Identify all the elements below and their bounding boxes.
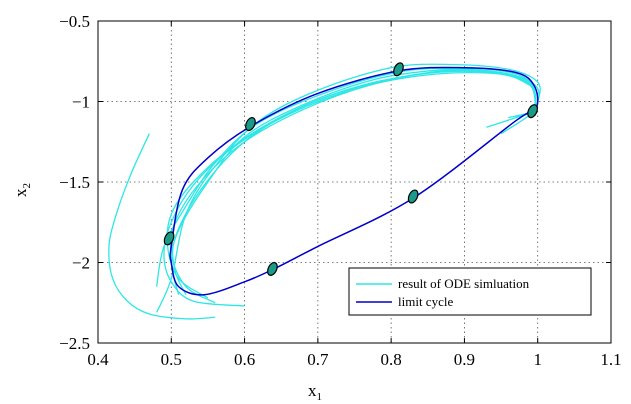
y-tick-label: −0.5 bbox=[59, 12, 90, 31]
ode-trajectories bbox=[108, 63, 541, 320]
x-tick-label: 0.8 bbox=[381, 350, 402, 369]
ode-trajectory-line bbox=[166, 70, 537, 299]
ode-trajectory-line bbox=[169, 69, 537, 304]
cycle-marker bbox=[245, 117, 256, 132]
cycle-marker bbox=[527, 104, 538, 119]
cycle-markers bbox=[163, 62, 538, 276]
x-axis-label: x1 bbox=[308, 381, 322, 403]
x-tick-label: 0.7 bbox=[307, 350, 329, 369]
cycle-marker bbox=[163, 231, 175, 246]
axis-ticks: 0.4 0.5 0.6 0.7 0.8 0.9 1 1.1 −2.5 −2 −1.5 −1 −0.5 bbox=[59, 12, 621, 369]
legend-label-limit: limit cycle bbox=[398, 294, 453, 309]
legend: result of ODE simluation limit cycle bbox=[348, 267, 592, 316]
svg-text:x2: x2 bbox=[11, 183, 33, 197]
cycle-marker bbox=[393, 62, 404, 77]
x-tick-label: 0.6 bbox=[234, 350, 255, 369]
x-tick-label: 1.1 bbox=[600, 350, 621, 369]
grid-lines bbox=[98, 21, 611, 343]
ode-trajectory-line bbox=[108, 133, 216, 320]
legend-label-ode: result of ODE simluation bbox=[398, 276, 530, 291]
x-tick-label: 1 bbox=[533, 350, 542, 369]
y-tick-label: −2.5 bbox=[59, 334, 90, 353]
x-tick-label: 0.5 bbox=[161, 350, 182, 369]
y-axis-label: x2 bbox=[11, 183, 33, 197]
y-tick-label: −2 bbox=[72, 254, 90, 273]
ode-trajectory-line bbox=[170, 68, 537, 295]
cycle-marker bbox=[407, 189, 419, 204]
cycle-marker bbox=[267, 261, 278, 276]
y-tick-label: −1.5 bbox=[59, 173, 90, 192]
ode-trajectory-line bbox=[163, 71, 531, 307]
y-tick-label: −1 bbox=[72, 93, 90, 112]
x-tick-label: 0.9 bbox=[454, 350, 475, 369]
svg-text:x1: x1 bbox=[308, 381, 322, 403]
legend-box bbox=[348, 267, 592, 316]
x-tick-label: 0.4 bbox=[87, 350, 109, 369]
